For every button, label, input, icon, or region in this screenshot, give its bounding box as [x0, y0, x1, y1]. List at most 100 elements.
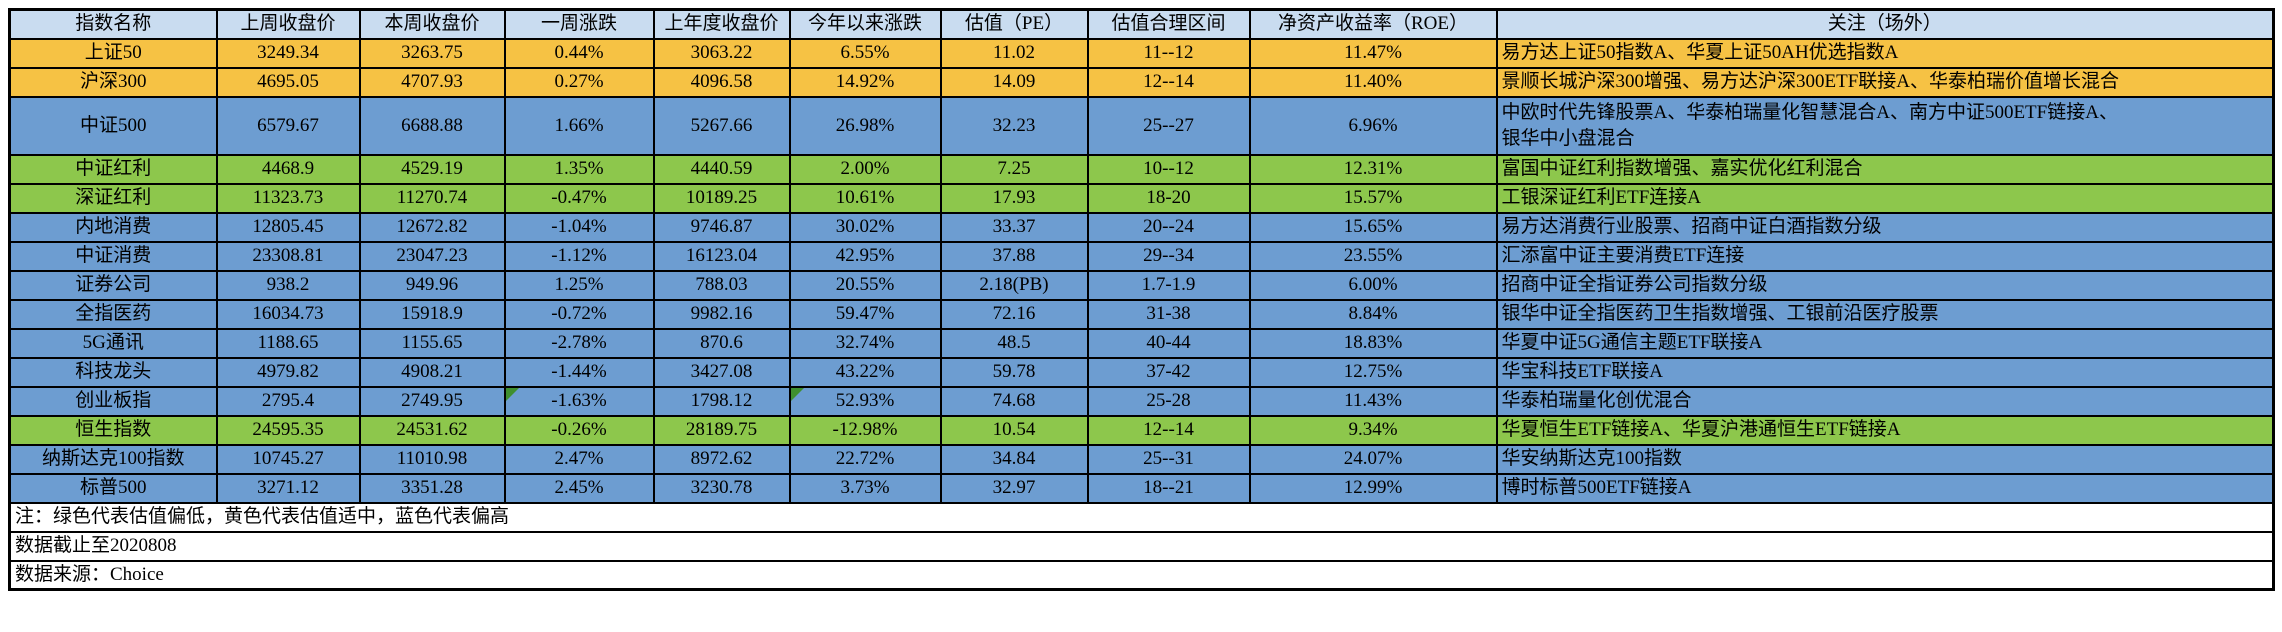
cell-funds[interactable]: 银华中证全指医药卫生指数增强、工银前沿医疗股票 — [1495, 298, 2275, 330]
cell-pe-range[interactable]: 10--12 — [1086, 153, 1251, 185]
cell-pe[interactable]: 2.18(PB) — [939, 269, 1089, 301]
cell-funds[interactable]: 华宝科技ETF联接A — [1495, 356, 2275, 388]
cell-this-week-close[interactable]: 949.96 — [358, 269, 506, 301]
cell-funds[interactable]: 汇添富中证主要消费ETF连接 — [1495, 240, 2275, 272]
cell-funds[interactable]: 富国中证红利指数增强、嘉实优化红利混合 — [1495, 153, 2275, 185]
cell-last-week-close[interactable]: 4468.9 — [215, 153, 361, 185]
cell-prev-year-close[interactable]: 16123.04 — [652, 240, 791, 272]
cell-pe[interactable]: 37.88 — [939, 240, 1089, 272]
cell-pe-range[interactable]: 12--14 — [1086, 66, 1251, 98]
cell-last-week-close[interactable]: 12805.45 — [215, 211, 361, 243]
cell-ytd-change[interactable]: 52.93% — [788, 385, 942, 417]
cell-last-week-close[interactable]: 3249.34 — [215, 37, 361, 69]
cell-ytd-change[interactable]: -12.98% — [788, 414, 942, 446]
cell-this-week-close[interactable]: 11270.74 — [358, 182, 506, 214]
cell-last-week-close[interactable]: 938.2 — [215, 269, 361, 301]
cell-funds[interactable]: 中欧时代先锋股票A、华泰柏瑞量化智慧混合A、南方中证500ETF链接A、 银华中… — [1495, 95, 2275, 156]
cell-pe[interactable]: 32.97 — [939, 472, 1089, 504]
cell-prev-year-close[interactable]: 3427.08 — [652, 356, 791, 388]
cell-roe[interactable]: 11.47% — [1248, 37, 1498, 69]
cell-last-week-close[interactable]: 1188.65 — [215, 327, 361, 359]
cell-ytd-change[interactable]: 59.47% — [788, 298, 942, 330]
cell-pe[interactable]: 72.16 — [939, 298, 1089, 330]
cell-pe-range[interactable]: 25--27 — [1086, 95, 1251, 156]
cell-week-change[interactable]: -1.12% — [503, 240, 655, 272]
header-this-week-close[interactable]: 本周收盘价 — [358, 8, 506, 40]
cell-ytd-change[interactable]: 42.95% — [788, 240, 942, 272]
cell-roe[interactable]: 18.83% — [1248, 327, 1498, 359]
cell-funds[interactable]: 华夏恒生ETF链接A、华夏沪港通恒生ETF链接A — [1495, 414, 2275, 446]
cell-ytd-change[interactable]: 2.00% — [788, 153, 942, 185]
cell-this-week-close[interactable]: 24531.62 — [358, 414, 506, 446]
cell-roe[interactable]: 15.65% — [1248, 211, 1498, 243]
cell-ytd-change[interactable]: 26.98% — [788, 95, 942, 156]
cell-funds[interactable]: 易方达消费行业股票、招商中证白酒指数分级 — [1495, 211, 2275, 243]
cell-prev-year-close[interactable]: 4096.58 — [652, 66, 791, 98]
cell-this-week-close[interactable]: 4908.21 — [358, 356, 506, 388]
cell-prev-year-close[interactable]: 10189.25 — [652, 182, 791, 214]
cell-roe[interactable]: 8.84% — [1248, 298, 1498, 330]
cell-this-week-close[interactable]: 3263.75 — [358, 37, 506, 69]
cell-week-change[interactable]: 1.35% — [503, 153, 655, 185]
header-week-change[interactable]: 一周涨跌 — [503, 8, 655, 40]
cell-week-change[interactable]: 1.25% — [503, 269, 655, 301]
header-prev-year-close[interactable]: 上年度收盘价 — [652, 8, 791, 40]
cell-last-week-close[interactable]: 23308.81 — [215, 240, 361, 272]
cell-funds[interactable]: 华安纳斯达克100指数 — [1495, 443, 2275, 475]
cell-ytd-change[interactable]: 32.74% — [788, 327, 942, 359]
cell-ytd-change[interactable]: 6.55% — [788, 37, 942, 69]
cell-this-week-close[interactable]: 23047.23 — [358, 240, 506, 272]
cell-prev-year-close[interactable]: 9982.16 — [652, 298, 791, 330]
cell-ytd-change[interactable]: 3.73% — [788, 472, 942, 504]
cell-pe[interactable]: 74.68 — [939, 385, 1089, 417]
cell-this-week-close[interactable]: 3351.28 — [358, 472, 506, 504]
cell-pe-range[interactable]: 20--24 — [1086, 211, 1251, 243]
cell-this-week-close[interactable]: 1155.65 — [358, 327, 506, 359]
cell-this-week-close[interactable]: 2749.95 — [358, 385, 506, 417]
cell-pe-range[interactable]: 40-44 — [1086, 327, 1251, 359]
cell-this-week-close[interactable]: 4707.93 — [358, 66, 506, 98]
cell-last-week-close[interactable]: 6579.67 — [215, 95, 361, 156]
cell-pe[interactable]: 10.54 — [939, 414, 1089, 446]
cell-roe[interactable]: 12.99% — [1248, 472, 1498, 504]
cell-roe[interactable]: 23.55% — [1248, 240, 1498, 272]
cell-roe[interactable]: 12.75% — [1248, 356, 1498, 388]
cell-this-week-close[interactable]: 6688.88 — [358, 95, 506, 156]
cell-pe[interactable]: 17.93 — [939, 182, 1089, 214]
cell-pe-range[interactable]: 1.7-1.9 — [1086, 269, 1251, 301]
cell-week-change[interactable]: -0.47% — [503, 182, 655, 214]
cell-pe-range[interactable]: 31-38 — [1086, 298, 1251, 330]
cell-funds[interactable]: 工银深证红利ETF连接A — [1495, 182, 2275, 214]
color-legend-note[interactable]: 注：绿色代表估值偏低，黄色代表估值适中，蓝色代表偏高 — [8, 501, 2275, 533]
cell-pe[interactable]: 34.84 — [939, 443, 1089, 475]
cell-week-change[interactable]: -0.72% — [503, 298, 655, 330]
cell-pe-range[interactable]: 29--34 — [1086, 240, 1251, 272]
cell-week-change[interactable]: -0.26% — [503, 414, 655, 446]
cell-last-week-close[interactable]: 2795.4 — [215, 385, 361, 417]
cell-funds[interactable]: 景顺长城沪深300增强、易方达沪深300ETF联接A、华泰柏瑞价值增长混合 — [1495, 66, 2275, 98]
cell-roe[interactable]: 6.96% — [1248, 95, 1498, 156]
cell-roe[interactable]: 11.43% — [1248, 385, 1498, 417]
header-roe[interactable]: 净资产收益率（ROE） — [1248, 8, 1498, 40]
header-ytd-change[interactable]: 今年以来涨跌 — [788, 8, 942, 40]
cell-pe-range[interactable]: 18-20 — [1086, 182, 1251, 214]
cell-this-week-close[interactable]: 15918.9 — [358, 298, 506, 330]
cell-prev-year-close[interactable]: 5267.66 — [652, 95, 791, 156]
cell-ytd-change[interactable]: 14.92% — [788, 66, 942, 98]
cell-roe[interactable]: 11.40% — [1248, 66, 1498, 98]
data-source-note[interactable]: 数据来源：Choice — [8, 559, 2275, 591]
data-cutoff-note[interactable]: 数据截止至2020808 — [8, 530, 2275, 562]
cell-prev-year-close[interactable]: 870.6 — [652, 327, 791, 359]
cell-funds[interactable]: 招商中证全指证券公司指数分级 — [1495, 269, 2275, 301]
cell-week-change[interactable]: 0.27% — [503, 66, 655, 98]
cell-ytd-change[interactable]: 20.55% — [788, 269, 942, 301]
cell-this-week-close[interactable]: 4529.19 — [358, 153, 506, 185]
cell-prev-year-close[interactable]: 4440.59 — [652, 153, 791, 185]
cell-roe[interactable]: 6.00% — [1248, 269, 1498, 301]
cell-pe[interactable]: 14.09 — [939, 66, 1089, 98]
cell-index-name[interactable]: 5G通讯 — [8, 327, 218, 359]
cell-funds[interactable]: 博时标普500ETF链接A — [1495, 472, 2275, 504]
cell-pe-range[interactable]: 25-28 — [1086, 385, 1251, 417]
cell-roe[interactable]: 9.34% — [1248, 414, 1498, 446]
cell-ytd-change[interactable]: 10.61% — [788, 182, 942, 214]
